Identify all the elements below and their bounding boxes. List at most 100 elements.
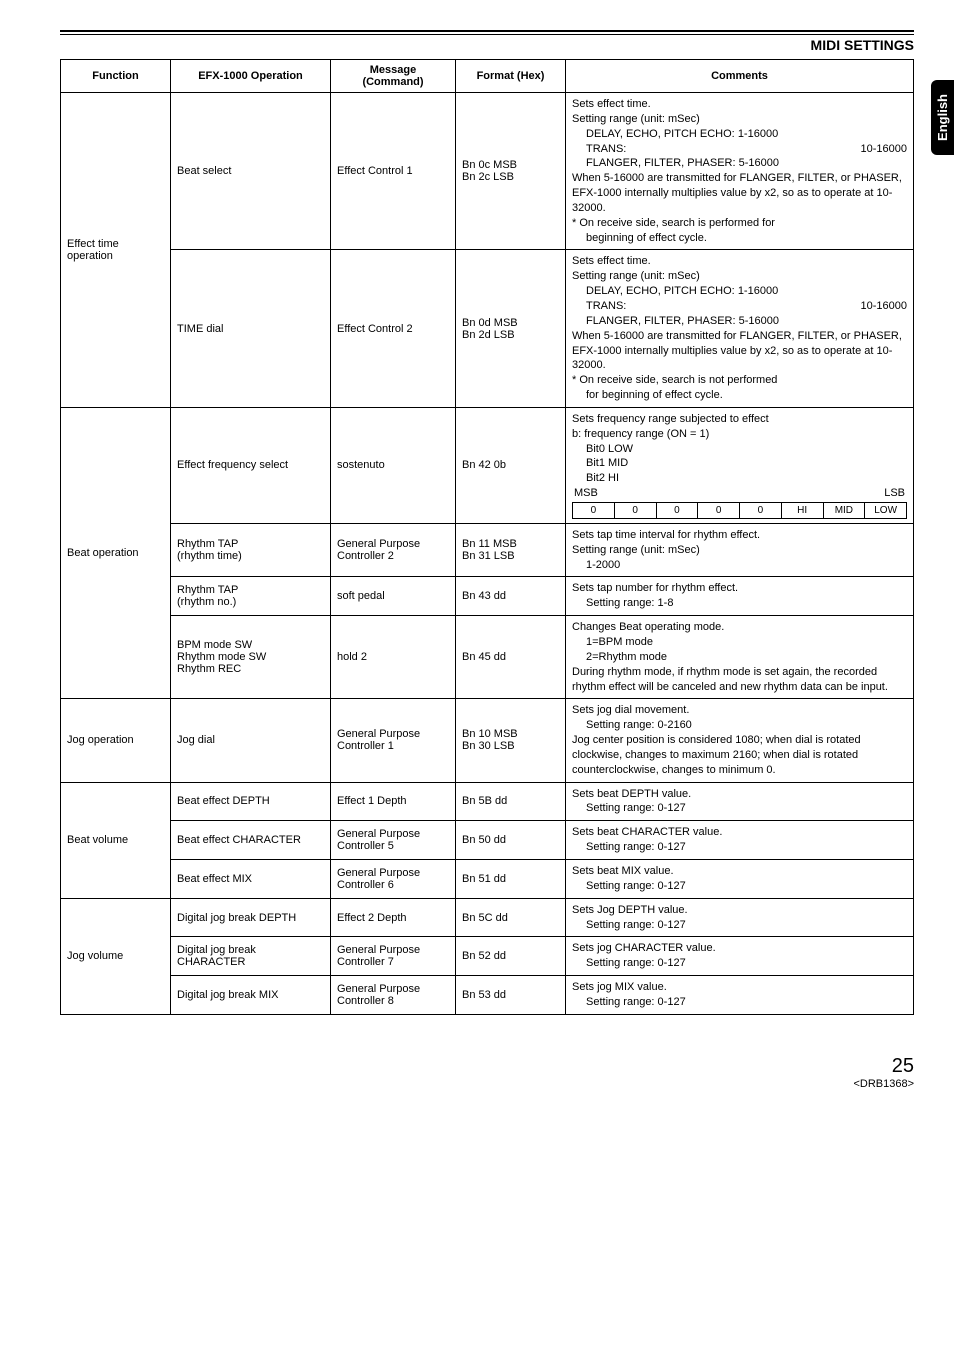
text: DELAY, ECHO, PITCH ECHO: bbox=[586, 285, 735, 297]
text: Sets frequency range subjected to effect bbox=[572, 413, 769, 425]
midi-settings-table: Function EFX-1000 Operation Message (Com… bbox=[60, 59, 914, 1015]
cell-message: General Purpose Controller 5 bbox=[331, 821, 456, 860]
text: beginning of effect cycle. bbox=[572, 231, 907, 246]
cell-comment: Sets tap time interval for rhythm effect… bbox=[566, 523, 914, 577]
text: * On receive side, search is performed f… bbox=[572, 217, 775, 229]
text: Setting range: 0-127 bbox=[572, 918, 907, 933]
text: Bit2 HI bbox=[572, 471, 907, 486]
cell-message: hold 2 bbox=[331, 616, 456, 699]
cell-comment: Sets frequency range subjected to effect… bbox=[566, 407, 914, 523]
text: Bit1 MID bbox=[572, 456, 907, 471]
text: DELAY, ECHO, PITCH ECHO: bbox=[586, 128, 735, 140]
cell-message: Effect 2 Depth bbox=[331, 898, 456, 937]
text: FLANGER, FILTER, PHASER: bbox=[586, 315, 736, 327]
cell-message: Effect Control 1 bbox=[331, 93, 456, 250]
th-format: Format (Hex) bbox=[456, 60, 566, 93]
bit-cell: 0 bbox=[740, 502, 782, 518]
text: 5-16000 bbox=[739, 315, 779, 327]
cell-format: Bn 5C dd bbox=[456, 898, 566, 937]
bit-cell: 0 bbox=[656, 502, 698, 518]
cell-operation: Digital jog break DEPTH bbox=[171, 898, 331, 937]
cell-function: Jog volume bbox=[61, 898, 171, 1014]
text: 5-16000 bbox=[739, 157, 779, 169]
cell-operation: TIME dial bbox=[171, 250, 331, 407]
bit-cell: 0 bbox=[698, 502, 740, 518]
cell-comment: Sets jog dial movement. Setting range: 0… bbox=[566, 699, 914, 782]
text: b: frequency range (ON = 1) bbox=[572, 428, 709, 440]
cell-operation: Effect frequency select bbox=[171, 407, 331, 523]
cell-comment: Sets beat CHARACTER value. Setting range… bbox=[566, 821, 914, 860]
lsb-label: LSB bbox=[884, 486, 905, 501]
cell-format: Bn 0c MSB Bn 2c LSB bbox=[456, 93, 566, 250]
page-number: 25 bbox=[892, 1055, 914, 1077]
cell-function: Effect time operation bbox=[61, 93, 171, 408]
cell-message: soft pedal bbox=[331, 577, 456, 616]
language-tab: English bbox=[931, 80, 954, 155]
msb-label: MSB bbox=[574, 486, 598, 501]
cell-comment: Sets jog MIX value. Setting range: 0-127 bbox=[566, 976, 914, 1015]
th-function: Function bbox=[61, 60, 171, 93]
text: Setting range: 1-8 bbox=[572, 596, 907, 611]
text: 1=BPM mode bbox=[572, 635, 907, 650]
bits-table: 0 0 0 0 0 HI MID LOW bbox=[572, 502, 907, 519]
cell-operation: Rhythm TAP (rhythm no.) bbox=[171, 577, 331, 616]
text: 10-16000 bbox=[861, 142, 908, 157]
cell-comment: Sets jog CHARACTER value. Setting range:… bbox=[566, 937, 914, 976]
text: Sets jog CHARACTER value. bbox=[572, 942, 716, 954]
cell-format: Bn 43 dd bbox=[456, 577, 566, 616]
text: FLANGER, FILTER, PHASER: bbox=[586, 157, 736, 169]
cell-function: Beat operation bbox=[61, 407, 171, 699]
text: Bit0 LOW bbox=[572, 442, 907, 457]
cell-comment: Sets tap number for rhythm effect. Setti… bbox=[566, 577, 914, 616]
text: 1-16000 bbox=[738, 128, 778, 140]
text: Sets effect time. bbox=[572, 255, 651, 267]
cell-format: Bn 45 dd bbox=[456, 616, 566, 699]
text: Setting range: 0-2160 bbox=[572, 718, 907, 733]
bit-cell: HI bbox=[781, 502, 823, 518]
cell-message: Effect Control 2 bbox=[331, 250, 456, 407]
cell-operation: Beat effect MIX bbox=[171, 859, 331, 898]
text: Sets jog dial movement. bbox=[572, 704, 689, 716]
text: Jog center position is considered 1080; … bbox=[572, 734, 861, 776]
cell-comment: Sets effect time. Setting range (unit: m… bbox=[566, 93, 914, 250]
cell-format: Bn 52 dd bbox=[456, 937, 566, 976]
text: TRANS: bbox=[586, 300, 626, 312]
text: Sets Jog DEPTH value. bbox=[572, 904, 688, 916]
text: Setting range: 0-127 bbox=[572, 879, 907, 894]
cell-format: Bn 0d MSB Bn 2d LSB bbox=[456, 250, 566, 407]
th-comments: Comments bbox=[566, 60, 914, 93]
cell-message: General Purpose Controller 6 bbox=[331, 859, 456, 898]
doc-code: <DRB1368> bbox=[853, 1078, 914, 1090]
cell-operation: Beat effect DEPTH bbox=[171, 782, 331, 821]
cell-format: Bn 5B dd bbox=[456, 782, 566, 821]
cell-message: General Purpose Controller 1 bbox=[331, 699, 456, 782]
cell-function: Beat volume bbox=[61, 782, 171, 898]
text: Sets beat CHARACTER value. bbox=[572, 826, 722, 838]
cell-comment: Changes Beat operating mode. 1=BPM mode … bbox=[566, 616, 914, 699]
text: Setting range: 0-127 bbox=[572, 956, 907, 971]
cell-operation: Beat effect CHARACTER bbox=[171, 821, 331, 860]
cell-operation: Rhythm TAP (rhythm time) bbox=[171, 523, 331, 577]
section-title: MIDI SETTINGS bbox=[811, 37, 914, 59]
text: Setting range: 0-127 bbox=[572, 995, 907, 1010]
text: Sets jog MIX value. bbox=[572, 981, 667, 993]
cell-operation: Digital jog break CHARACTER bbox=[171, 937, 331, 976]
text: Sets tap time interval for rhythm effect… bbox=[572, 529, 760, 541]
text: 10-16000 bbox=[861, 299, 908, 314]
cell-format: Bn 53 dd bbox=[456, 976, 566, 1015]
bit-cell: 0 bbox=[614, 502, 656, 518]
th-operation: EFX-1000 Operation bbox=[171, 60, 331, 93]
cell-message: sostenuto bbox=[331, 407, 456, 523]
cell-message: General Purpose Controller 7 bbox=[331, 937, 456, 976]
text: * On receive side, search is not perform… bbox=[572, 374, 777, 386]
bit-cell: 0 bbox=[573, 502, 615, 518]
cell-format: Bn 11 MSB Bn 31 LSB bbox=[456, 523, 566, 577]
cell-format: Bn 10 MSB Bn 30 LSB bbox=[456, 699, 566, 782]
cell-format: Bn 51 dd bbox=[456, 859, 566, 898]
cell-operation: BPM mode SW Rhythm mode SW Rhythm REC bbox=[171, 616, 331, 699]
cell-function: Jog operation bbox=[61, 699, 171, 782]
text: When 5-16000 are transmitted for FLANGER… bbox=[572, 172, 902, 214]
text: Sets beat DEPTH value. bbox=[572, 788, 691, 800]
text: Setting range (unit: mSec) bbox=[572, 544, 700, 556]
cell-format: Bn 50 dd bbox=[456, 821, 566, 860]
